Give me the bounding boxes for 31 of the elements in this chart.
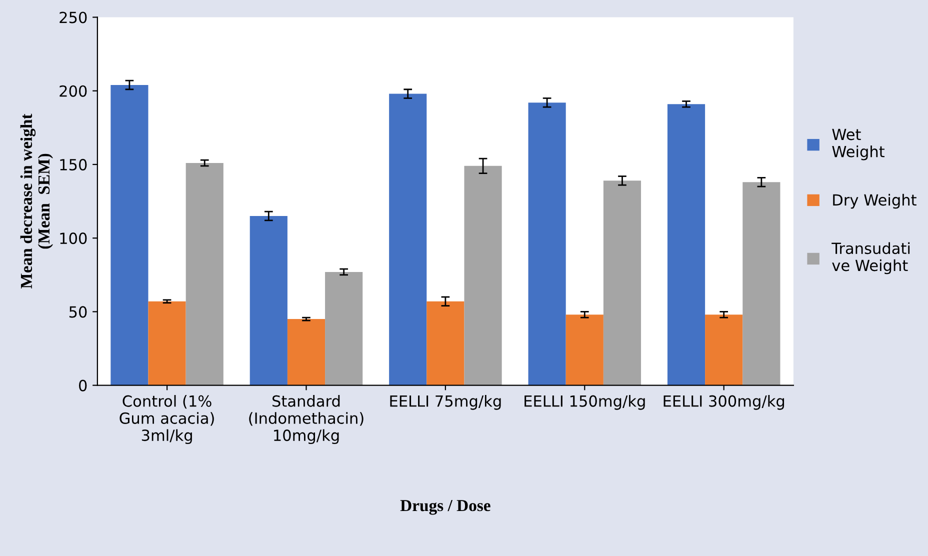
bar (287, 319, 326, 386)
y-tick-label: 250 (60, 12, 87, 24)
x-tick-label: EELLI 150mg/kg (524, 395, 645, 410)
bar (325, 272, 363, 386)
y-tick-label: 100 (60, 232, 87, 244)
x-tick-label: EELLI 300mg/kg (664, 395, 784, 410)
bar (566, 314, 604, 386)
x-tick-label: EELLI 75mg/kg (390, 395, 501, 410)
x-tick-label: Control (1% Gum acacia) 3ml/kg (120, 395, 214, 444)
legend-label: Wet Weight (832, 128, 884, 160)
bar (528, 102, 566, 386)
bar (667, 104, 706, 386)
bar (186, 162, 224, 386)
y-axis-title: Mean decrease in weight (Mean SEM) (20, 114, 53, 289)
x-axis-title: Drugs / Dose (400, 500, 490, 515)
y-tick-label: 150 (60, 158, 87, 170)
bar (389, 94, 427, 386)
y-tick-label: 0 (79, 380, 87, 392)
bar (148, 301, 186, 386)
bar (426, 301, 464, 386)
bar (603, 180, 642, 386)
y-tick-label: 200 (60, 85, 87, 97)
bar (464, 166, 502, 386)
legend-label: Dry Weight (833, 194, 916, 209)
legend-label: Transudati ve Weight (832, 242, 910, 274)
bar (250, 216, 288, 386)
y-tick-label: 50 (69, 306, 87, 318)
bar (742, 182, 780, 386)
bar (705, 314, 743, 386)
x-tick-label: Standard (Indomethacin) 10mg/kg (249, 395, 364, 444)
bar (110, 84, 148, 386)
